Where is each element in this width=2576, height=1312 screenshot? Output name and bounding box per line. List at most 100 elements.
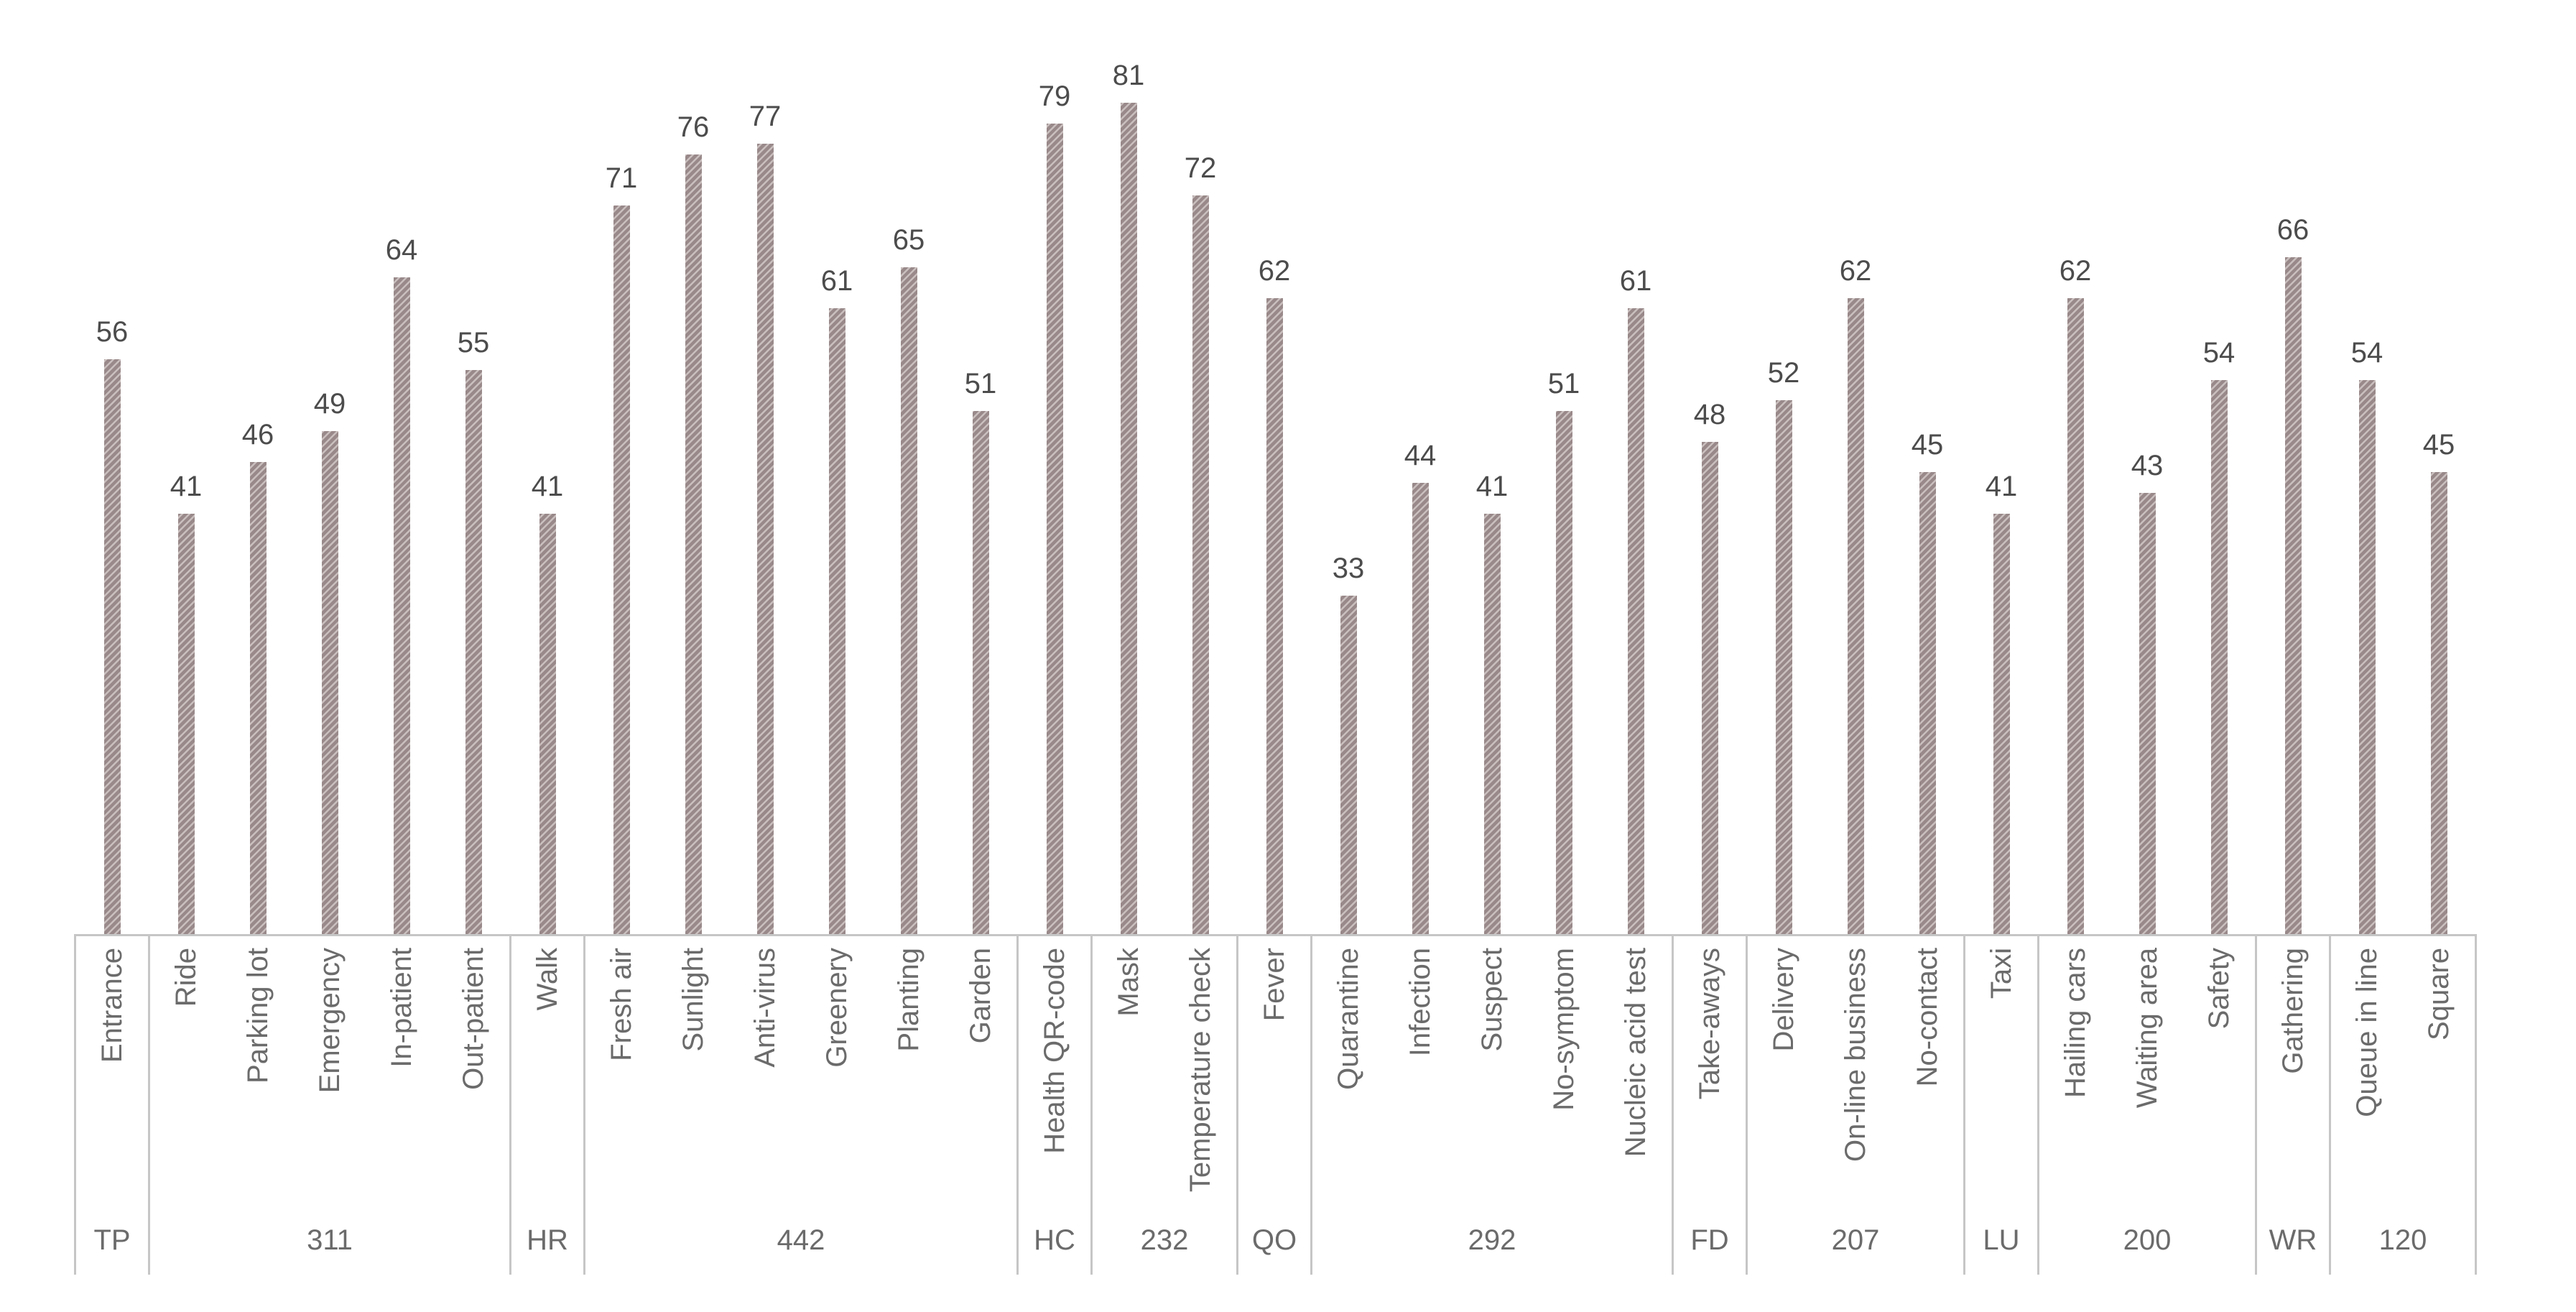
category-label: Hailing cars: [2060, 948, 2091, 1098]
category-cell: In-patient: [366, 936, 437, 1206]
bar-value-label: 45: [2422, 429, 2455, 461]
bar-column: 41: [1965, 0, 2037, 934]
bar-column: 54: [2331, 0, 2403, 934]
category-label: Greenery: [821, 948, 853, 1068]
bar: [1340, 596, 1357, 934]
group-cell: Hailing cars Waiting area Safety 200: [2037, 936, 2255, 1275]
category-label-row: Fever: [1238, 936, 1310, 1206]
bar-value-label: 61: [1619, 265, 1652, 297]
bar-column: 41: [511, 0, 583, 934]
bar-column: 52: [1748, 0, 1820, 934]
bar-column: 45: [2403, 0, 2475, 934]
bar-column: 51: [1528, 0, 1600, 934]
bar-value-label: 62: [1258, 255, 1291, 287]
category-cell: Emergency: [294, 936, 366, 1206]
bar-column: 43: [2111, 0, 2183, 934]
bar: [1775, 400, 1792, 934]
group-cell: Mask Temperature check 232: [1090, 936, 1236, 1275]
bar-column: 41: [150, 0, 222, 934]
bar-column: 72: [1164, 0, 1236, 934]
group-code-label: 311: [307, 1224, 353, 1256]
category-label: Parking lot: [242, 948, 274, 1084]
bar-value-label: 54: [2350, 337, 2383, 369]
plot-group: 41: [1963, 0, 2037, 934]
plot-group: 52 62 45: [1746, 0, 1963, 934]
bar-column: 81: [1093, 0, 1164, 934]
category-cell: Anti-virus: [729, 936, 801, 1206]
category-cell: Fever: [1238, 936, 1310, 1206]
bar: [465, 370, 482, 934]
bar-value-label: 72: [1184, 152, 1217, 184]
bar: [685, 154, 702, 934]
category-cell: Waiting area: [2111, 936, 2183, 1206]
group-cell: Gathering WR: [2255, 936, 2329, 1275]
category-label-row: Health QR-code: [1019, 936, 1090, 1206]
bar-value-label: 61: [820, 265, 853, 297]
plot-group: 81 72: [1090, 0, 1236, 934]
plot-group: 62 43 54: [2037, 0, 2255, 934]
category-cell: Ride: [150, 936, 222, 1206]
category-label: Waiting area: [2131, 948, 2163, 1109]
category-label: In-patient: [386, 948, 417, 1068]
bar-value-label: 41: [170, 471, 203, 502]
bar-value-label: 49: [313, 388, 346, 420]
bar-value-label: 76: [677, 111, 710, 143]
category-cell: Taxi: [1965, 936, 2037, 1206]
bar: [2284, 257, 2302, 934]
category-cell: Fresh air: [585, 936, 657, 1206]
category-cell: Quarantine: [1312, 936, 1384, 1206]
category-label: Entrance: [96, 948, 128, 1063]
plot-group: 62: [1236, 0, 1310, 934]
bar-column: 62: [1820, 0, 1891, 934]
group-cell: Quarantine Infection Suspect No-symptom Nucl…: [1310, 936, 1672, 1275]
bar-column: 41: [1456, 0, 1528, 934]
group-code-label: FD: [1690, 1224, 1729, 1256]
bar-value-label: 33: [1332, 553, 1365, 584]
plot-area: 56 41 46 49 64 55 41 71 76 77 61 65 51 79 81 72 62 33 44 41…: [74, 0, 2477, 934]
bar-column: 66: [2257, 0, 2329, 934]
bar-column: 55: [437, 0, 509, 934]
bar: [1192, 195, 1209, 934]
bar: [539, 514, 556, 934]
group-cell: Delivery On-line business No-contact 207: [1746, 936, 1963, 1275]
bar-column: 49: [294, 0, 366, 934]
category-cell: Out-patient: [437, 936, 509, 1206]
bar-column: 62: [2039, 0, 2111, 934]
bar-value-label: 77: [749, 101, 782, 132]
category-label: Garden: [965, 948, 996, 1044]
bar-value-label: 56: [96, 316, 129, 348]
category-cell: No-symptom: [1528, 936, 1600, 1206]
plot-group: 41 46 49 64 55: [148, 0, 509, 934]
bar-value-label: 51: [1547, 368, 1580, 399]
bar: [613, 205, 630, 934]
bar: [2210, 380, 2228, 934]
bar: [393, 277, 410, 934]
bar-column: 48: [1674, 0, 1746, 934]
category-label: Health QR-code: [1039, 948, 1070, 1154]
category-label-row: Take-aways: [1674, 936, 1746, 1206]
bar: [1701, 442, 1718, 934]
category-label: No-symptom: [1548, 948, 1580, 1111]
category-cell: Entrance: [76, 936, 148, 1206]
bar-value-label: 64: [385, 234, 418, 266]
bar: [2358, 380, 2376, 934]
category-label: Anti-virus: [749, 948, 781, 1068]
bar-column: 44: [1384, 0, 1456, 934]
plot-group: 33 44 41 51 61: [1310, 0, 1672, 934]
category-cell: Delivery: [1748, 936, 1820, 1206]
group-code-label: 442: [777, 1224, 825, 1256]
bar: [756, 144, 774, 934]
bar: [1266, 298, 1283, 934]
bar-value-label: 66: [2276, 214, 2309, 246]
category-label: Fresh air: [606, 948, 637, 1061]
group-code-label: HR: [527, 1224, 568, 1256]
chart-area: 56 41 46 49 64 55 41 71 76 77 61 65 51 79 81 72 62 33 44 41…: [74, 0, 2477, 1275]
bar: [103, 359, 121, 934]
bar-value-label: 41: [531, 471, 564, 502]
category-cell: Walk: [511, 936, 583, 1206]
bar-column: 61: [801, 0, 873, 934]
bar-column: 46: [222, 0, 294, 934]
bar-value-label: 62: [1839, 255, 1872, 287]
category-label: Suspect: [1476, 948, 1508, 1052]
group-code-label: WR: [2269, 1224, 2317, 1256]
